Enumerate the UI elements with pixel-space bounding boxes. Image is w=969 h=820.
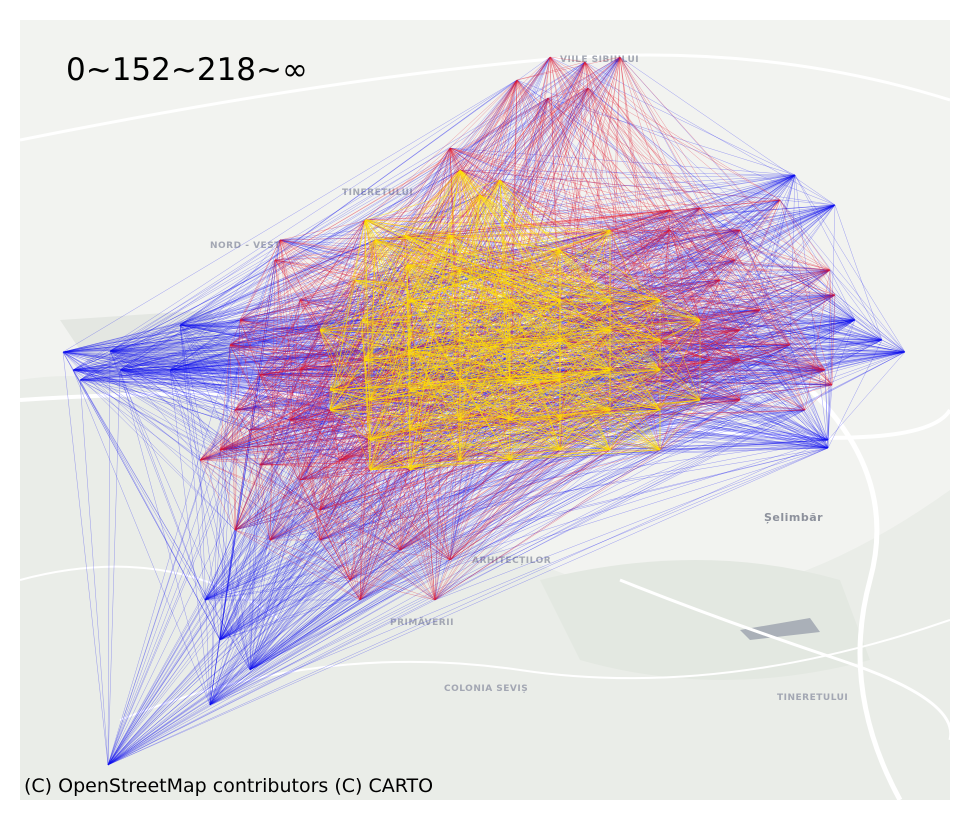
place-label-tineretului-south: TINERETULUI [777, 693, 848, 703]
network-map-svg: VIILE SIBIULUI TINERETULUI NORD - VEST A… [20, 20, 950, 800]
place-label-viile-sibiului: VIILE SIBIULUI [560, 55, 639, 65]
map-attribution: (C) OpenStreetMap contributors (C) CARTO [24, 775, 434, 797]
network-edges-yellow [319, 169, 701, 471]
place-label-primaverii: PRIMĂVERII [390, 616, 454, 628]
place-label-tineretului-north: TINERETULUI [342, 188, 413, 198]
map-canvas[interactable]: VIILE SIBIULUI TINERETULUI NORD - VEST A… [20, 20, 950, 800]
place-label-colonia-sevis: COLONIA SEVIȘ [444, 684, 528, 694]
place-label-arhitectilor: ARHITECȚILOR [472, 556, 551, 566]
edges-class-low [319, 169, 701, 471]
legend-title: 0~152~218~∞ [66, 52, 308, 88]
place-label-nord-vest: NORD - VEST [210, 241, 281, 251]
place-label-selimbar: Șelimbăr [764, 511, 823, 524]
